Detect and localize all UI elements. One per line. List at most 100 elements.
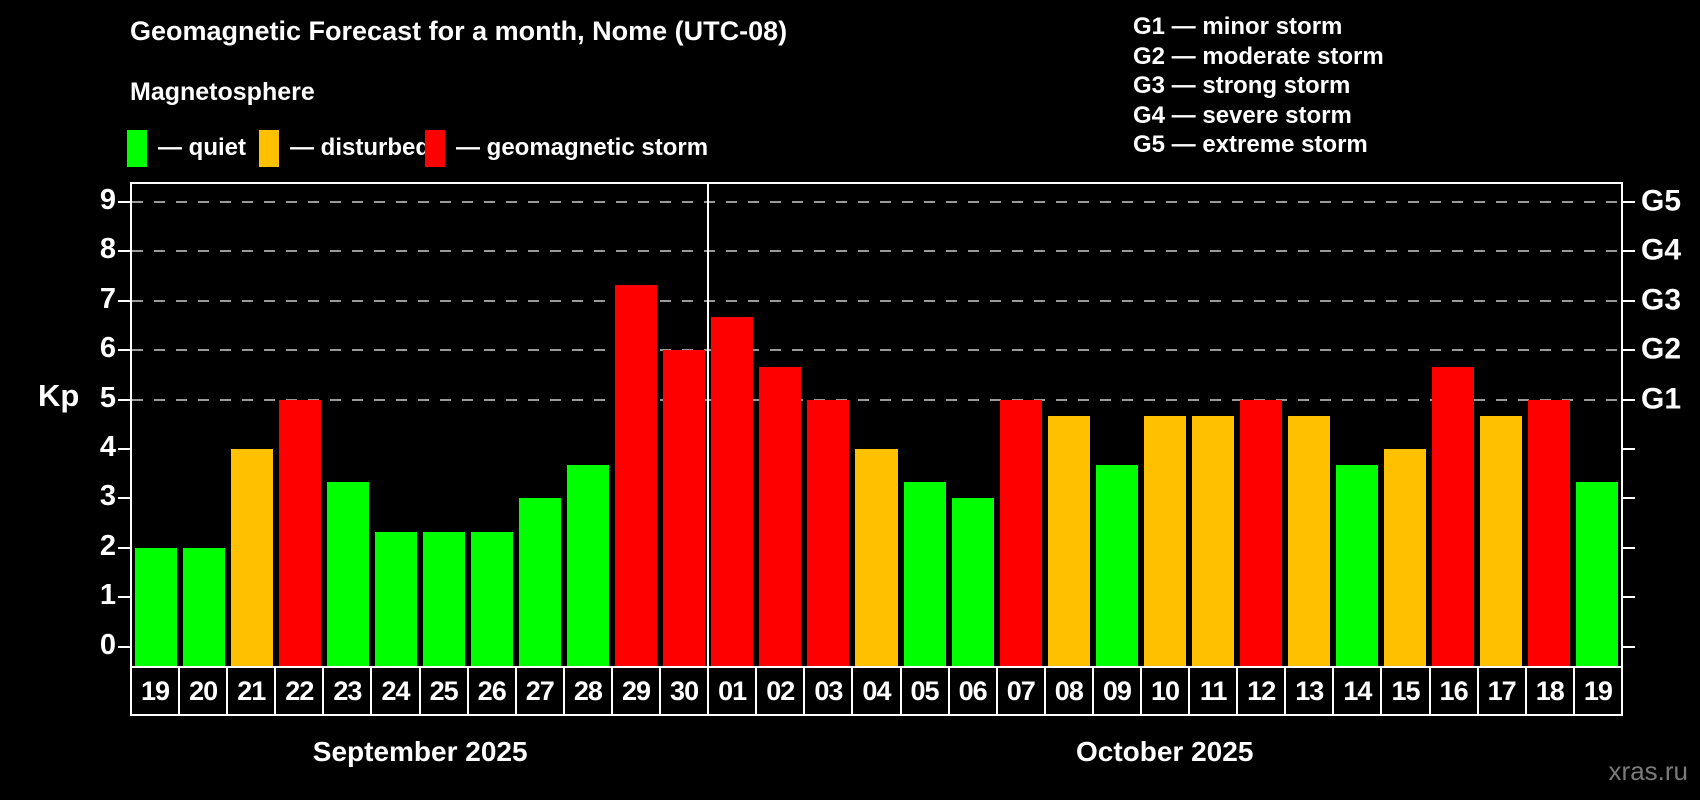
g-axis-label-G3: G3 <box>1641 283 1682 317</box>
y-tick-right-3 <box>1623 497 1635 500</box>
kp-bar-day-24 <box>375 531 418 666</box>
kp-bar-day-23 <box>327 482 370 666</box>
quiet-swatch-icon <box>127 129 147 167</box>
y-tick-left-2 <box>118 546 130 549</box>
date-cell-27: 27 <box>514 668 563 714</box>
date-cell-07: 07 <box>995 668 1044 714</box>
kp-bar-day-01 <box>711 317 754 666</box>
g-legend-line-1: G1 — minor storm <box>1133 13 1343 40</box>
kp-bar-day-02 <box>759 366 802 666</box>
chart-subtitle: Magnetosphere <box>130 78 315 106</box>
kp-bar-day-10 <box>1143 415 1186 666</box>
legend-label-storm: — geomagnetic storm <box>456 134 709 161</box>
legend-label-disturbed: — disturbed <box>290 134 431 161</box>
kp-bar-day-27 <box>519 498 562 666</box>
date-cell-19: 19 <box>141 675 170 706</box>
g-axis-label-G1: G1 <box>1641 381 1682 415</box>
date-cell-23: 23 <box>322 668 370 714</box>
g-legend-line-2: G2 — moderate storm <box>1133 42 1384 70</box>
legend-item-disturbed: — disturbed <box>259 128 430 168</box>
date-cell-12: 12 <box>1236 668 1284 714</box>
month-label: October 2025 <box>1075 736 1254 767</box>
kp-bar-day-12 <box>1239 399 1282 666</box>
gridline-kp-8 <box>132 250 1621 253</box>
kp-bar-day-04 <box>855 449 898 666</box>
kp-bar-day-14 <box>1335 465 1378 666</box>
y-tick-label-6: 6 <box>99 332 116 365</box>
kp-bar-day-11 <box>1191 415 1234 666</box>
kp-bar-day-18 <box>1527 399 1570 666</box>
kp-bar-day-29 <box>615 284 658 666</box>
y-tick-label-4: 4 <box>99 431 116 464</box>
date-cell-06: 06 <box>947 668 996 714</box>
kp-bar-day-03 <box>807 399 850 666</box>
disturbed-swatch-icon <box>259 129 279 167</box>
date-cell-09: 09 <box>1091 668 1140 714</box>
date-cell-22: 22 <box>274 668 322 714</box>
y-tick-right-6 <box>1623 349 1635 352</box>
storm-swatch-icon <box>425 129 445 167</box>
kp-bar-day-07 <box>999 399 1042 666</box>
date-cell-26: 26 <box>466 668 515 714</box>
y-tick-label-9: 9 <box>99 184 116 217</box>
kp-bar-day-21 <box>231 449 274 666</box>
kp-bar-day-28 <box>567 465 610 666</box>
y-tick-left-4 <box>118 448 130 450</box>
y-tick-left-7 <box>118 299 130 302</box>
y-tick-label-3: 3 <box>99 480 116 513</box>
y-tick-left-5 <box>118 398 130 401</box>
month-label: September 2025 <box>312 736 528 767</box>
y-tick-right-7 <box>1623 299 1635 302</box>
date-cell-02: 02 <box>755 668 803 714</box>
kp-bar-day-25 <box>423 531 466 666</box>
kp-bar-day-13 <box>1287 415 1330 666</box>
kp-bar-day-08 <box>1047 415 1090 666</box>
legend-item-storm: — geomagnetic storm <box>425 128 708 168</box>
month-separator <box>707 184 710 666</box>
date-cell-05: 05 <box>899 668 948 714</box>
kp-bar-day-22 <box>279 399 322 666</box>
date-axis-row: 19 20 21 22 23 24 25 26 27 28 29 30 01 02 03 04 05 06 07 08… <box>130 666 1623 716</box>
g-legend-line-5: G5 — extreme storm <box>1133 131 1368 158</box>
date-cell-15: 15 <box>1380 668 1428 714</box>
y-tick-label-5: 5 <box>99 381 116 414</box>
y-tick-label-1: 1 <box>99 579 116 612</box>
y-tick-label-2: 2 <box>99 529 116 562</box>
date-cell-14: 14 <box>1332 668 1380 714</box>
y-tick-label-7: 7 <box>99 282 116 315</box>
kp-bar-day-16 <box>1431 366 1474 666</box>
g-axis-label-G2: G2 <box>1641 332 1682 366</box>
kp-bar-day-19 <box>1575 482 1618 666</box>
y-tick-left-0 <box>118 645 130 648</box>
y-tick-label-0: 0 <box>99 628 116 661</box>
y-tick-right-0 <box>1623 645 1635 648</box>
watermark: xras.ru <box>1608 756 1688 786</box>
legend-label-quiet: — quiet <box>158 134 246 161</box>
y-tick-right-8 <box>1623 250 1635 253</box>
y-tick-left-9 <box>118 201 130 203</box>
date-cell-24: 24 <box>370 668 418 714</box>
date-cell-28: 28 <box>562 668 611 714</box>
kp-bar-day-26 <box>471 531 514 666</box>
g-axis-label-G5: G5 <box>1641 184 1682 218</box>
date-cell-21: 21 <box>226 668 274 714</box>
gridline-kp-5 <box>132 398 1621 401</box>
date-cell-30: 30 <box>659 668 707 714</box>
kp-bar-day-30 <box>663 350 706 666</box>
y-tick-right-9 <box>1623 201 1635 203</box>
kp-bar-day-06 <box>951 498 994 666</box>
g-legend-line-4: G4 — severe storm <box>1133 101 1352 129</box>
date-cell-18: 18 <box>1524 668 1573 714</box>
g-legend-line-3: G3 — strong storm <box>1133 72 1351 99</box>
y-tick-right-2 <box>1623 546 1635 549</box>
date-cell-29: 29 <box>610 668 659 714</box>
y-axis-title: Kp <box>38 378 80 413</box>
gridline-kp-6 <box>132 349 1621 352</box>
legend-item-quiet: — quiet <box>127 128 246 168</box>
y-tick-left-8 <box>118 250 130 253</box>
date-cell-13: 13 <box>1284 668 1332 714</box>
date-cell-17: 17 <box>1476 668 1525 714</box>
kp-bar-day-05 <box>903 482 946 666</box>
kp-bar-day-15 <box>1383 449 1426 666</box>
